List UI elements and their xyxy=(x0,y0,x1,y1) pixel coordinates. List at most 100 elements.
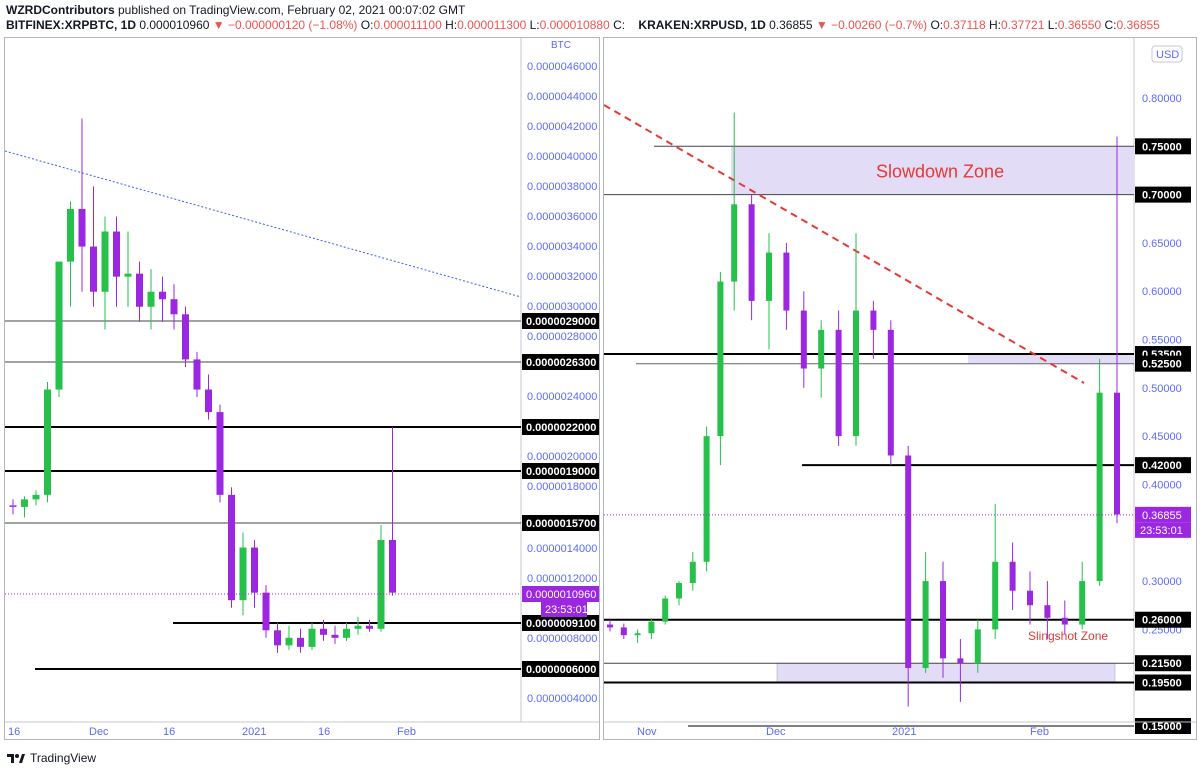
right-chart-svg[interactable]: 0.80000 0.65000 0.60000 0.55000 0.50000 0.450… xyxy=(603,38,1196,739)
level-price-label: 0.21500 xyxy=(1142,658,1182,670)
published-text: published on TradingView.com, February 0… xyxy=(118,3,466,17)
tradingview-brand[interactable]: TradingView xyxy=(30,751,97,765)
candle-body xyxy=(992,561,999,630)
slowdown-zone-rect xyxy=(731,146,1134,195)
level-price-tag xyxy=(1135,186,1191,203)
descending-trendline xyxy=(603,104,1085,384)
y-tick-label: 0.0000036000 xyxy=(527,211,597,223)
level-price-label: 0.75000 xyxy=(1142,141,1182,153)
level-price-tag xyxy=(522,419,599,435)
y-tick-label: 0.80000 xyxy=(1142,93,1182,105)
currency-label: USD xyxy=(1156,49,1179,61)
level-price-label: 0.15000 xyxy=(1142,721,1182,733)
y-tick-label: 0.0000008000 xyxy=(527,633,597,645)
y-tick-label: 0.0000034000 xyxy=(527,241,597,253)
candle-body xyxy=(32,494,40,500)
level-price-label: 0.0000022000 xyxy=(526,422,596,434)
y-tick-label: 0.50000 xyxy=(1142,383,1182,395)
candle-body xyxy=(905,455,912,669)
right-l-label: L: xyxy=(1047,18,1058,32)
y-tick-label: 0.0000030000 xyxy=(527,301,597,313)
level-price-tag xyxy=(522,515,599,531)
candle-body xyxy=(9,505,17,507)
left-chart-svg[interactable]: 0.0000046000 0.0000044000 0.0000042000 0.00… xyxy=(4,38,599,739)
candle-body xyxy=(216,412,224,495)
candle-body xyxy=(648,621,655,634)
candle-body xyxy=(377,540,385,629)
left-chart-panel[interactable]: 0.0000046000 0.0000044000 0.0000042000 0.00… xyxy=(4,37,600,740)
slowdown-zone-label: Slowdown Zone xyxy=(876,161,1004,181)
candle-body xyxy=(343,628,350,638)
left-last: 0.000010960 xyxy=(139,18,210,32)
y-tick-label: 0.40000 xyxy=(1142,479,1182,491)
candle-body xyxy=(55,261,63,390)
candle-body xyxy=(870,310,877,330)
candle-body xyxy=(113,231,120,277)
x-tick-label: 16 xyxy=(318,726,330,738)
level-price-tag xyxy=(1135,355,1191,372)
y-tick-label: 0.0000014000 xyxy=(527,543,597,555)
y-tick-label: 0.0000046000 xyxy=(527,61,597,73)
level-price-tag xyxy=(1135,138,1191,155)
candle-body xyxy=(974,629,981,664)
candle-body xyxy=(354,625,362,629)
candle-body xyxy=(689,561,696,584)
left-low: 0.000010880 xyxy=(539,18,610,32)
right-low: 0.36550 xyxy=(1057,18,1102,32)
y-tick-label: 0.45000 xyxy=(1142,431,1182,443)
last-price-tag xyxy=(1135,506,1191,523)
y-tick-label: 0.0000012000 xyxy=(527,573,597,585)
x-tick-label: Nov xyxy=(637,726,657,738)
y-tick-label: 0.30000 xyxy=(1142,576,1182,588)
level-price-label: 0.70000 xyxy=(1142,190,1182,202)
candle-body xyxy=(44,389,51,495)
y-tick-label: 0.60000 xyxy=(1142,286,1182,298)
level-price-label: 0.26000 xyxy=(1142,615,1182,627)
level-price-tag xyxy=(522,661,599,677)
candle-body xyxy=(193,359,201,390)
candle-body xyxy=(251,547,258,593)
candle-body xyxy=(159,291,166,300)
right-h-label: H: xyxy=(988,18,1001,32)
candle-body xyxy=(285,637,293,646)
candle-body xyxy=(1061,617,1068,625)
candle-body xyxy=(21,499,28,507)
candle-body xyxy=(1114,392,1120,515)
candle-body xyxy=(308,628,316,647)
right-close: 0.36855 xyxy=(1116,18,1160,32)
y-tick-label: 0.0000044000 xyxy=(527,91,597,103)
tradingview-logo-icon[interactable] xyxy=(6,751,26,765)
y-tick-label: 0.0000040000 xyxy=(527,151,597,163)
candle-body xyxy=(634,633,641,636)
candle-body xyxy=(228,494,235,601)
candle-body xyxy=(940,581,946,659)
candle-body xyxy=(389,540,396,593)
candle-body xyxy=(170,299,178,315)
right-change: ▼ −0.00260 (−0.7%) xyxy=(815,18,928,32)
left-o-label: O: xyxy=(360,18,374,32)
countdown-tag xyxy=(541,602,587,617)
candle-body xyxy=(1096,392,1103,582)
level-price-tag xyxy=(1135,674,1191,691)
candle-body xyxy=(78,208,86,247)
candle-body xyxy=(366,625,373,629)
countdown-label: 23:53:01 xyxy=(545,604,588,616)
candle-body xyxy=(101,231,109,292)
candle-body xyxy=(297,637,304,647)
y-tick-label: 0.0000018000 xyxy=(527,481,597,493)
last-price-label: 0.0000010960 xyxy=(526,589,596,601)
candle-body xyxy=(1044,605,1051,618)
descending-trendline xyxy=(4,150,522,298)
level-price-label: 0.0000009100 xyxy=(526,618,596,630)
level-price-label: 0.0000026300 xyxy=(526,357,596,369)
candle-body xyxy=(731,204,738,282)
candle-body xyxy=(853,310,859,437)
slingshot-zone-rect xyxy=(776,662,1116,683)
left-l-label: L: xyxy=(529,18,540,32)
right-chart-panel[interactable]: 0.80000 0.65000 0.60000 0.55000 0.50000 0.450… xyxy=(603,37,1197,740)
publisher-name[interactable]: WZRDContributors xyxy=(6,3,115,17)
level-price-label: 0.19500 xyxy=(1142,678,1182,690)
y-tick-label: 0.0000038000 xyxy=(527,181,597,193)
candle-body xyxy=(274,630,281,646)
y-tick-label: 0.55000 xyxy=(1142,335,1182,347)
